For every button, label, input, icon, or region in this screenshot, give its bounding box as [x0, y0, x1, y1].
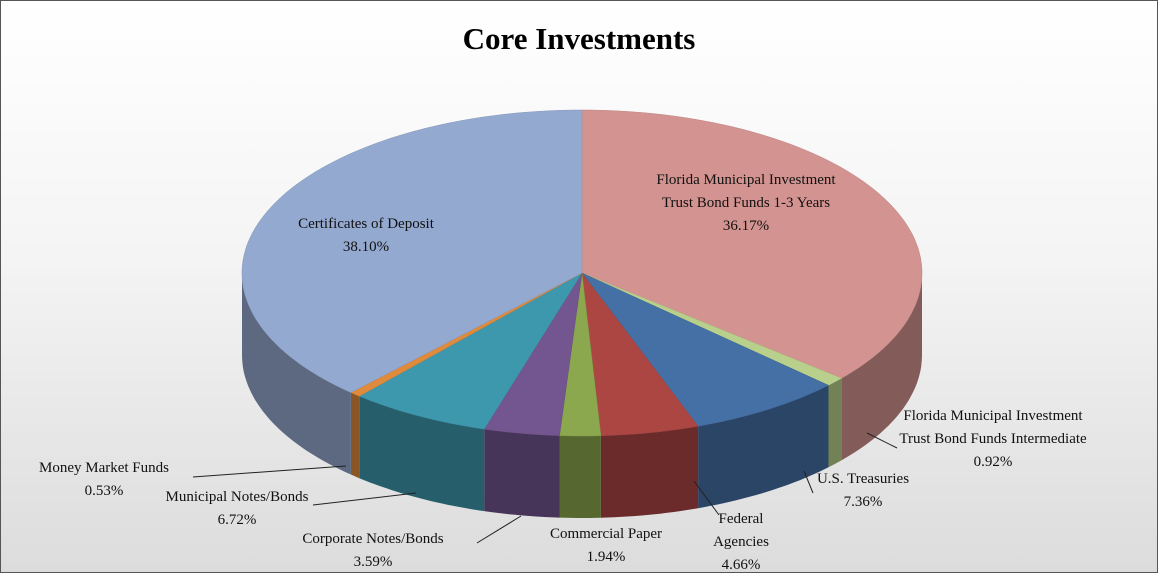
data-label: Municipal Notes/Bonds 6.72%	[147, 486, 327, 532]
data-label: Corporate Notes/Bonds 3.59%	[273, 528, 473, 574]
slice-side	[841, 273, 922, 461]
value-label: 4.66%	[721, 557, 761, 573]
slice-side	[698, 385, 829, 509]
category-label: Commercial Paper	[549, 526, 663, 542]
slice-side	[828, 378, 842, 468]
slice	[483, 272, 583, 518]
value-label: 0.92%	[973, 454, 1013, 470]
data-label: Certificates of Deposit 38.10%	[266, 213, 466, 259]
slice-top	[241, 109, 583, 393]
category-label: Corporate Notes/Bonds	[302, 531, 444, 547]
slice	[559, 272, 602, 518]
category-label: Federal Agencies	[713, 511, 769, 550]
slice	[581, 272, 830, 509]
slice-top	[483, 272, 583, 436]
chart-title: Core Investments	[462, 21, 696, 56]
value-label: 1.94%	[586, 549, 626, 565]
slice	[581, 272, 843, 468]
category-label: Certificates of Deposit	[298, 216, 434, 232]
slice-top	[581, 272, 830, 427]
slice-top	[559, 272, 602, 437]
slice-top	[581, 272, 699, 436]
slice-top	[581, 109, 923, 379]
value-label: 36.17%	[722, 218, 770, 234]
slice	[241, 109, 583, 475]
value-label: 0.53%	[84, 483, 124, 499]
slice-side	[242, 273, 351, 475]
leader-line	[476, 515, 522, 544]
category-label: Florida Municipal Investment Trust Bond …	[656, 172, 836, 211]
data-label: Florida Municipal Investment Trust Bond …	[893, 405, 1093, 474]
data-label: U.S. Treasuries 7.36%	[793, 468, 933, 514]
leader-line	[693, 480, 720, 516]
data-label: Florida Municipal Investment Trust Bond …	[641, 169, 851, 238]
slice-side	[559, 435, 601, 518]
slice-side	[484, 429, 560, 518]
slice-side	[359, 396, 485, 512]
value-label: 7.36%	[843, 494, 883, 510]
leader-line	[192, 465, 347, 478]
category-label: Florida Municipal Investment Trust Bond …	[899, 408, 1087, 447]
slice	[581, 109, 923, 461]
category-label: Municipal Notes/Bonds	[165, 489, 309, 505]
value-label: 6.72%	[217, 512, 257, 528]
leader-line	[866, 432, 898, 449]
value-label: 3.59%	[353, 554, 393, 570]
category-label: U.S. Treasuries	[816, 471, 910, 487]
slice-side	[350, 392, 360, 479]
category-label: Money Market Funds	[39, 460, 169, 476]
data-label: Money Market Funds 0.53%	[9, 457, 199, 503]
slice	[358, 272, 583, 512]
slice-side	[600, 426, 699, 518]
leader-line	[803, 470, 814, 494]
slice	[581, 272, 699, 518]
slice-top	[358, 272, 583, 430]
data-label: Federal Agencies 4.66%	[701, 508, 781, 577]
value-label: 38.10%	[342, 239, 390, 255]
leader-line	[312, 492, 417, 506]
data-label: Commercial Paper 1.94%	[521, 523, 691, 569]
